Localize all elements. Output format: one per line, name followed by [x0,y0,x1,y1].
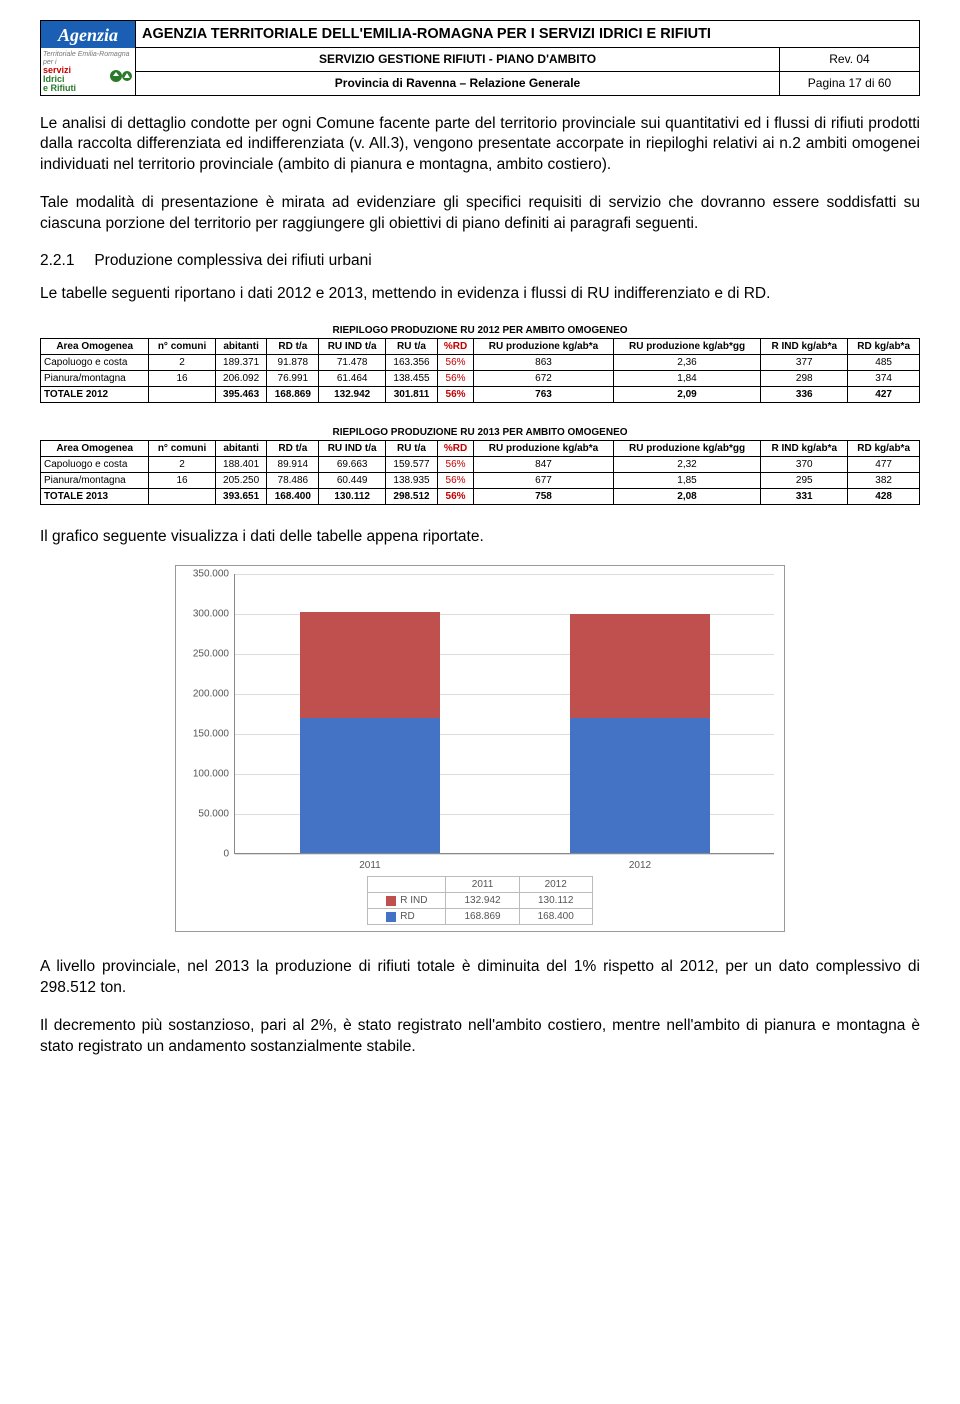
col-header: RU t/a [386,440,438,456]
col-header: RU IND t/a [319,338,386,354]
col-header: abitanti [215,440,267,456]
logo-sub: Territoriale Emilia-Romagna per i serviz… [41,48,135,95]
legend-swatch-rd [386,912,396,922]
paragraph-6: Il decremento più sostanzioso, pari al 2… [40,1016,920,1057]
col-header: n° comuni [149,440,215,456]
chart-box: 050.000100.000150.000200.000250.000300.0… [175,565,785,932]
header-service: SERVIZIO GESTIONE RIFIUTI - PIANO D'AMBI… [136,47,780,71]
table-row-total: TOTALE 2013 393.651 168.400 130.112 298.… [41,488,920,504]
paragraph-2: Tale modalità di presentazione è mirata … [40,193,920,234]
col-header: n° comuni [149,338,215,354]
col-header: %RD [437,338,473,354]
logo-cell: Agenzia Territoriale Emilia-Romagna per … [41,21,136,96]
section-number: 2.2.1 [40,252,90,270]
paragraph-4: Il grafico seguente visualizza i dati de… [40,527,920,547]
chart-container: 050.000100.000150.000200.000250.000300.0… [40,565,920,935]
section-heading: 2.2.1 Produzione complessiva dei rifiuti… [40,252,920,270]
header-page: Pagina 17 di 60 [780,71,920,95]
col-header: RU produzione kg/ab*a [474,338,614,354]
table-2013: RIEPILOGO PRODUZIONE RU 2013 PER AMBITO … [40,425,920,505]
table-row: Pianura/montagna 16 205.250 78.486 60.44… [41,472,920,488]
col-header: RU IND t/a [319,440,386,456]
header-title: AGENZIA TERRITORIALE DELL'EMILIA-ROMAGNA… [136,21,920,48]
col-header: RD t/a [267,440,319,456]
col-header: RU t/a [386,338,438,354]
section-title: Produzione complessiva dei rifiuti urban… [94,252,371,269]
col-header: RD kg/ab*a [848,338,920,354]
legend-row: R IND 132.942 130.112 [368,893,593,909]
paragraph-5: A livello provinciale, nel 2013 la produ… [40,957,920,998]
logo-top: Agenzia [41,21,135,48]
legend-col: 2012 [519,877,592,893]
header-province: Provincia di Ravenna – Relazione General… [136,71,780,95]
table-row: Capoluogo e costa 2 188.401 89.914 69.66… [41,456,920,472]
page-header: Agenzia Territoriale Emilia-Romagna per … [40,20,920,96]
legend-header-row: 2011 2012 [368,877,593,893]
table-2012-header-row: Area Omogenea n° comuni abitanti RD t/a … [41,338,920,354]
table-row-total: TOTALE 2012 395.463 168.869 132.942 301.… [41,386,920,402]
table-row: Pianura/montagna 16 206.092 76.991 61.46… [41,370,920,386]
chart-legend-table: 2011 2012 R IND 132.942 130.112 RD 168.8… [367,876,593,925]
table-2012: RIEPILOGO PRODUZIONE RU 2012 PER AMBITO … [40,323,920,403]
col-header: R IND kg/ab*a [761,440,848,456]
paragraph-3: Le tabelle seguenti riportano i dati 201… [40,284,920,304]
table-row: Capoluogo e costa 2 189.371 91.878 71.47… [41,354,920,370]
col-header: Area Omogenea [41,440,149,456]
col-header: Area Omogenea [41,338,149,354]
legend-row: RD 168.869 168.400 [368,909,593,925]
recycle-icon [109,66,133,86]
table-2012-caption: RIEPILOGO PRODUZIONE RU 2012 PER AMBITO … [41,323,920,339]
col-header: RD t/a [267,338,319,354]
chart-plot-area: 050.000100.000150.000200.000250.000300.0… [234,574,774,854]
col-header: R IND kg/ab*a [761,338,848,354]
header-rev: Rev. 04 [780,47,920,71]
col-header: %RD [437,440,473,456]
legend-col: 2011 [446,877,519,893]
table-2013-header-row: Area Omogenea n° comuni abitanti RD t/a … [41,440,920,456]
col-header: RU produzione kg/ab*gg [613,440,761,456]
col-header: RU produzione kg/ab*a [474,440,614,456]
col-header: RD kg/ab*a [848,440,920,456]
col-header: RU produzione kg/ab*gg [613,338,761,354]
legend-swatch-rind [386,896,396,906]
paragraph-1: Le analisi di dettaglio condotte per ogn… [40,114,920,175]
table-2013-caption: RIEPILOGO PRODUZIONE RU 2013 PER AMBITO … [41,425,920,441]
col-header: abitanti [215,338,267,354]
